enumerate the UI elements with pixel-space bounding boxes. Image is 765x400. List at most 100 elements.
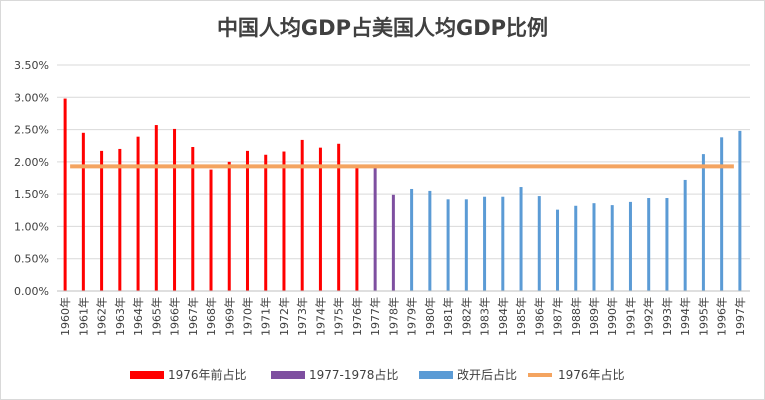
x-tick-label: 1975年 [332,297,346,336]
legend-label: 1976年前占比 [168,367,247,382]
x-tick-label: 1966年 [168,297,182,336]
bar [209,169,213,291]
bar [355,167,359,291]
x-tick-label: 1981年 [441,297,455,336]
bar [227,161,231,291]
x-tick-label: 1991年 [623,297,637,336]
x-tick-label: 1994年 [678,297,692,336]
y-tick-label: 2.50% [14,124,49,137]
bar [191,147,195,291]
x-tick-label: 1974年 [313,297,327,336]
x-tick-label: 1982年 [459,297,473,336]
y-tick-label: 1.50% [14,188,49,201]
bar [446,199,450,291]
bar [701,154,705,291]
bar [318,147,322,291]
legend-label: 1976年占比 [558,367,625,382]
x-tick-label: 1961年 [76,297,90,336]
x-tick-label: 1978年 [386,297,400,336]
legend-item: 1976年前占比 [130,367,247,382]
x-tick-label: 1964年 [131,297,145,336]
y-tick-label: 1.00% [14,220,49,233]
bar [264,154,268,291]
bar [483,196,487,291]
bars [63,98,742,292]
x-tick-label: 1983年 [478,297,492,336]
legend-item: 1977-1978占比 [271,367,398,382]
bar [136,136,140,291]
legend-item: 改开后占比 [419,367,517,382]
x-tick-label: 1963年 [113,297,127,336]
x-tick-label: 1985年 [514,297,528,336]
bar [665,198,669,291]
bar [683,179,687,291]
x-tick-label: 1965年 [149,297,163,336]
bar [574,205,578,291]
x-tick-label: 1973年 [295,297,309,336]
bar [173,128,177,291]
bar [63,98,67,291]
y-axis: 0.00% 0.50% 1.00% 1.50% 2.00% 2.50% 3.00% 3.50% [14,59,49,298]
bar [118,148,122,291]
x-tick-label: 1993年 [660,297,674,336]
x-tick-label: 1995年 [696,297,710,336]
legend-label: 1977-1978占比 [309,367,398,382]
chart-title: 中国人均GDP占美国人均GDP比例 [216,16,549,40]
gridlines [57,64,750,292]
bar [391,194,395,291]
x-axis: 1960年 1961年 1962年 1963年 1964年 1965年 1966年 1967年… [57,290,750,336]
x-tick-label: 1962年 [95,297,109,336]
y-tick-label: 0.00% [14,285,49,298]
legend-swatch [271,371,305,379]
x-tick-label: 1968年 [204,297,218,336]
bar [738,130,742,291]
bar [245,150,249,291]
bar [282,151,286,291]
x-tick-label: 1986年 [532,297,546,336]
legend-swatch [130,371,164,379]
bar [410,188,414,291]
legend: 1976年前占比 1977-1978占比 改开后占比 1976年占比 [130,367,625,382]
x-tick-label: 1967年 [186,297,200,336]
legend-label: 改开后占比 [457,367,517,382]
x-tick-label: 1996年 [715,297,729,336]
x-tick-label: 1979年 [405,297,419,336]
x-tick-label: 1960年 [58,297,72,336]
x-tick-label: 1971年 [259,297,273,336]
x-tick-label: 1992年 [642,297,656,336]
y-tick-label: 3.00% [14,91,49,104]
bar [337,143,341,291]
bar [720,137,724,291]
legend-item: 1976年占比 [528,367,625,382]
x-tick-label: 1990年 [605,297,619,336]
x-tick-label: 1997年 [733,297,747,336]
x-tick-label: 1987年 [551,297,565,336]
bar [519,187,523,291]
bar [428,190,432,291]
x-tick-label: 1977年 [368,297,382,336]
bar [81,132,85,291]
x-tick-label: 1969年 [222,297,236,336]
bar [464,199,468,291]
bar [647,198,651,291]
bar [300,139,304,291]
x-tick-label: 1972年 [277,297,291,336]
bar [610,205,614,291]
x-tick-label: 1989年 [587,297,601,336]
bar [537,196,541,291]
legend-swatch [419,371,453,379]
y-tick-label: 0.50% [14,253,49,266]
y-tick-label: 3.50% [14,59,49,72]
bar [154,125,158,292]
bar [501,196,505,291]
bar [373,165,377,291]
y-tick-label: 2.00% [14,156,49,169]
x-tick-label: 1988年 [569,297,583,336]
x-tick-label: 1980年 [423,297,437,336]
bar [100,150,104,291]
bar [592,203,596,291]
x-tick-label: 1970年 [240,297,254,336]
x-tick-label: 1984年 [496,297,510,336]
